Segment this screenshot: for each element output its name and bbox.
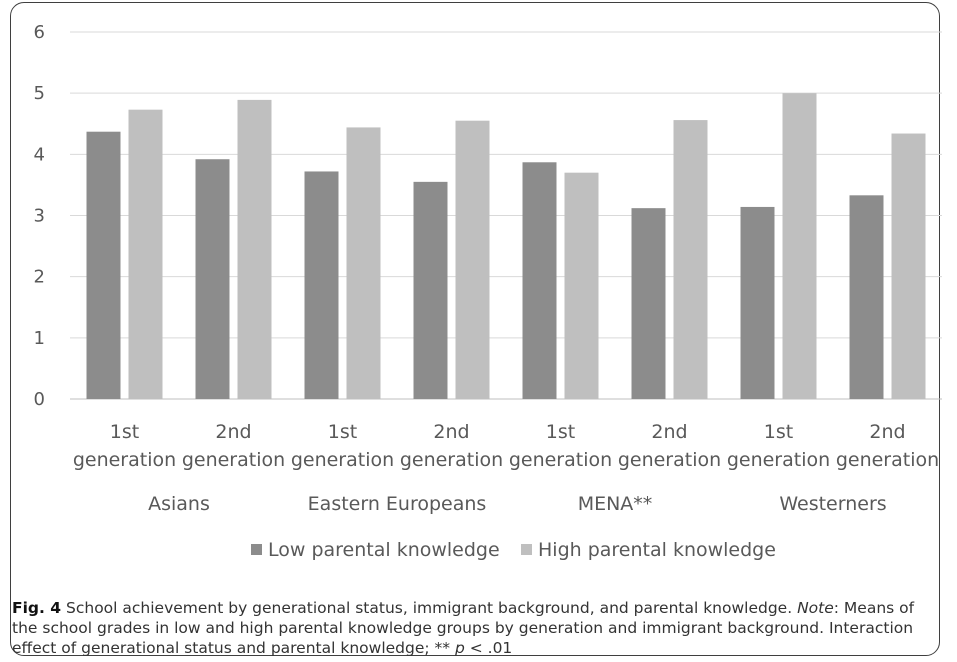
y-tick-label: 2 xyxy=(34,267,45,288)
bar-low-knowledge xyxy=(413,181,448,399)
x-tick-label: generation xyxy=(291,449,394,471)
x-axis-ticks: 1st generation 2nd generation 1st generation 2… xyxy=(73,421,939,515)
legend-label: Low parental knowledge xyxy=(268,539,500,561)
caption-p-text: < .01 xyxy=(464,639,513,657)
x-tick-label: 2nd xyxy=(215,421,251,443)
x-tick-label: generation xyxy=(400,449,503,471)
bar-high-knowledge xyxy=(455,120,490,400)
bar-low-knowledge xyxy=(849,195,884,399)
x-tick-label: 1st xyxy=(328,421,357,443)
bar-low-knowledge xyxy=(631,208,666,399)
y-tick-label: 5 xyxy=(34,83,45,104)
x-tick-label: 1st xyxy=(110,421,139,443)
figure-caption: Fig. 4 School achievement by generationa… xyxy=(12,598,932,658)
bar-high-knowledge xyxy=(891,133,926,399)
x-tick-label: 2nd xyxy=(869,421,905,443)
bar-low-knowledge xyxy=(304,171,339,399)
legend: Low parental knowledge High parental know… xyxy=(251,539,776,561)
x-tick-label: generation xyxy=(182,449,285,471)
legend-label: High parental knowledge xyxy=(538,539,776,561)
bar-high-knowledge xyxy=(673,120,708,399)
legend-swatch xyxy=(251,544,262,555)
y-tick-label: 3 xyxy=(34,206,45,227)
x-tick-label: generation xyxy=(727,449,830,471)
bar-high-knowledge xyxy=(346,127,381,400)
x-group-label: Eastern Europeans xyxy=(308,493,487,515)
x-tick-label: 1st xyxy=(546,421,575,443)
caption-note-text: : Means of the school grades in low and … xyxy=(12,599,915,657)
x-group-label: Westerners xyxy=(779,493,886,515)
x-tick-label: generation xyxy=(73,449,176,471)
bar-low-knowledge xyxy=(740,206,775,399)
bar-high-knowledge xyxy=(128,109,163,399)
caption-note-label: Note xyxy=(797,599,834,617)
x-tick-label: 1st xyxy=(764,421,793,443)
y-axis-ticks: 0 1 2 3 4 5 6 xyxy=(34,22,45,410)
bar-chart: 0 1 2 3 4 5 6 1st generation 2nd generation 1st gen… xyxy=(34,22,942,561)
caption-text: School achievement by generational statu… xyxy=(61,599,798,617)
bar-low-knowledge xyxy=(195,159,230,399)
y-tick-label: 6 xyxy=(34,22,45,43)
x-tick-label: generation xyxy=(509,449,612,471)
bar-low-knowledge xyxy=(522,162,557,399)
caption-label: Fig. 4 xyxy=(12,599,62,617)
x-tick-label: 2nd xyxy=(651,421,687,443)
x-tick-label: 2nd xyxy=(433,421,469,443)
figure-frame xyxy=(10,2,940,656)
bar-low-knowledge xyxy=(86,131,121,399)
bar-high-knowledge xyxy=(237,99,272,400)
y-tick-label: 0 xyxy=(34,389,45,410)
y-tick-label: 4 xyxy=(34,144,45,165)
bar-high-knowledge xyxy=(564,172,599,399)
bar-high-knowledge xyxy=(782,93,817,400)
x-tick-label: generation xyxy=(836,449,939,471)
x-tick-label: generation xyxy=(618,449,721,471)
x-group-label: Asians xyxy=(148,493,210,515)
x-group-label: MENA** xyxy=(578,493,653,515)
legend-swatch xyxy=(521,544,532,555)
caption-p-symbol: p xyxy=(454,639,465,657)
y-tick-label: 1 xyxy=(34,328,45,349)
bars xyxy=(86,93,926,400)
